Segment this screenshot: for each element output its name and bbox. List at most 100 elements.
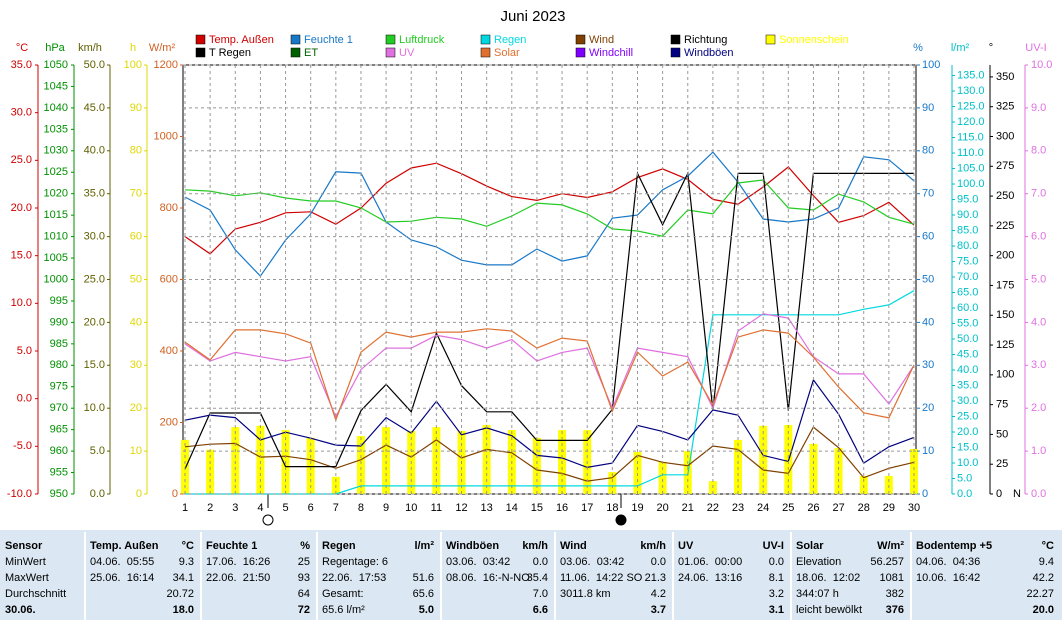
y-tick-label: 1020 (44, 188, 68, 200)
y-tick-label: 800 (160, 202, 178, 214)
y-tick-label: 70 (130, 188, 142, 200)
x-tick-label: 15 (531, 502, 543, 514)
y-tick-label: 0 (996, 488, 1002, 500)
y-tick-label: 105.0 (957, 162, 985, 174)
x-tick-label: 7 (333, 502, 339, 514)
cell-value: 9.4 (1039, 556, 1054, 568)
column-unit: % (300, 540, 310, 552)
bar (834, 448, 843, 494)
y-tick-label: 15.0 (11, 250, 32, 262)
cell-text: 344:07 h (796, 588, 839, 600)
y-tick-label: 1000 (154, 130, 178, 142)
y-tick-label: 25.0 (957, 410, 978, 422)
cell-value: 35.4 (527, 572, 548, 584)
column-title: Windböen (446, 540, 499, 552)
axis-unit: % (913, 42, 923, 54)
series-line (184, 151, 915, 278)
y-tick-label: 40.0 (957, 364, 978, 376)
y-tick-label: 80 (922, 145, 934, 157)
legend-label: Regen (494, 34, 526, 46)
y-tick-label: 110.0 (957, 147, 984, 159)
x-tick-label: 29 (883, 502, 895, 514)
y-tick-label: 0 (172, 488, 178, 500)
bar (884, 475, 893, 494)
cell-value: 3.1 (769, 604, 784, 616)
bar (532, 437, 541, 494)
bar (306, 437, 315, 494)
y-tick-label: 15.0 (957, 441, 978, 453)
x-tick-label: 12 (455, 502, 467, 514)
cell-text: 18.06. 12:02 (796, 572, 860, 584)
y-tick-label: 995 (50, 295, 68, 307)
x-tick-label: 5 (282, 502, 288, 514)
cell-text: 10.06. 16:42 (916, 572, 980, 584)
column-title: Feuchte 1 (206, 540, 257, 552)
y-tick-label: 325 (996, 101, 1014, 113)
bar (432, 427, 441, 494)
cell-value: 0.0 (769, 556, 784, 568)
cell-text: 25.06. 16:14 (90, 572, 154, 584)
column-title: Solar (796, 540, 824, 552)
chart-title: Juni 2023 (500, 8, 565, 25)
y-tick-label: 175 (996, 279, 1014, 291)
series-line (184, 162, 915, 255)
y-tick-label: 70 (922, 188, 934, 200)
bar (658, 461, 667, 494)
column-title: Bodentemp +5 (916, 540, 992, 552)
y-tick-label: 8.0 (1031, 145, 1046, 157)
row-label: 30.06. (5, 604, 36, 616)
table-background (0, 530, 1062, 620)
y-tick-label: 2.0 (1031, 402, 1046, 414)
cell-value: 382 (886, 588, 904, 600)
bar (734, 439, 743, 494)
y-tick-label: 45.0 (84, 102, 105, 114)
y-tick-label: 125 (996, 339, 1014, 351)
y-tick-label: 10.0 (957, 457, 978, 469)
y-tick-label: 40 (922, 316, 934, 328)
cell-value: 72 (298, 604, 310, 616)
legend-swatch (195, 47, 206, 58)
cell-value: 93 (298, 572, 310, 584)
cell-text: Regentage: 6 (322, 556, 388, 568)
cell-text: 17.06. 16:26 (206, 556, 270, 568)
y-tick-label: 950 (50, 488, 68, 500)
cell-value: 20.72 (166, 588, 194, 600)
y-tick-label: 0.0 (90, 488, 105, 500)
legend-label: Windböen (684, 47, 734, 59)
legend-swatch (480, 47, 491, 58)
cell-value: 25 (298, 556, 310, 568)
x-tick-label: 14 (506, 502, 518, 514)
legend-label: ET (304, 47, 318, 59)
y-tick-label: 0 (136, 488, 142, 500)
y-tick-label: 0 (922, 488, 928, 500)
row-label: MaxWert (5, 572, 49, 584)
cell-value: 20.0 (1033, 604, 1054, 616)
x-tick-label: 6 (308, 502, 314, 514)
y-tick-label: 5.0 (17, 345, 32, 357)
y-tick-label: 20.0 (11, 202, 32, 214)
series-line (185, 290, 915, 495)
x-tick-label: 30 (908, 502, 920, 514)
x-tick-label: 28 (858, 502, 870, 514)
y-tick-label: 7.0 (1031, 188, 1046, 200)
y-tick-label: 300 (996, 130, 1014, 142)
y-tick-label: 115.0 (957, 131, 984, 143)
axis-unit: ° (989, 42, 993, 54)
row-label: MinWert (5, 556, 46, 568)
bar (231, 427, 240, 494)
legend-label: UV (399, 47, 415, 59)
y-tick-label: 600 (160, 273, 178, 285)
legend-swatch (670, 34, 681, 45)
y-tick-label: 95.0 (957, 193, 978, 205)
y-tick-label: 1030 (44, 145, 68, 157)
column-title: Regen (322, 540, 356, 552)
y-tick-label: 80 (130, 145, 142, 157)
axis-unit: UV-I (1025, 42, 1046, 54)
y-tick-label: 6.0 (1031, 231, 1046, 243)
y-tick-label: 1040 (44, 102, 68, 114)
y-tick-label: 0.0 (1031, 488, 1046, 500)
y-tick-label: 60 (922, 231, 934, 243)
legend-swatch (765, 34, 776, 45)
y-tick-label: 1050 (44, 59, 68, 71)
bar (859, 475, 868, 494)
